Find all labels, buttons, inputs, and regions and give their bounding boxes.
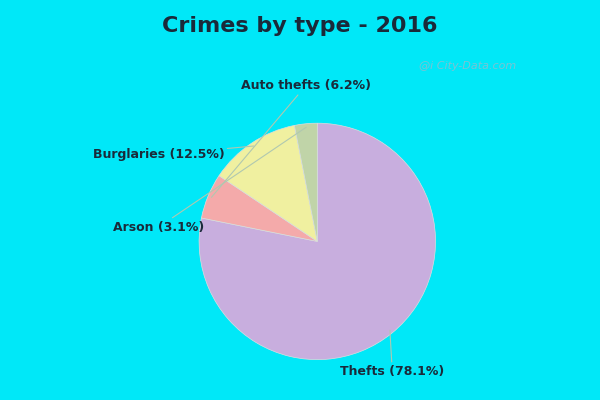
Text: Crimes by type - 2016: Crimes by type - 2016 [162, 16, 438, 36]
Text: Thefts (78.1%): Thefts (78.1%) [340, 330, 445, 378]
Text: Burglaries (12.5%): Burglaries (12.5%) [93, 146, 254, 162]
Text: @i City-Data.com: @i City-Data.com [419, 61, 516, 71]
Text: Arson (3.1%): Arson (3.1%) [113, 127, 306, 234]
Wedge shape [295, 123, 317, 242]
Text: Auto thefts (6.2%): Auto thefts (6.2%) [211, 79, 371, 197]
Wedge shape [219, 126, 317, 242]
Wedge shape [199, 123, 436, 360]
Wedge shape [202, 176, 317, 242]
